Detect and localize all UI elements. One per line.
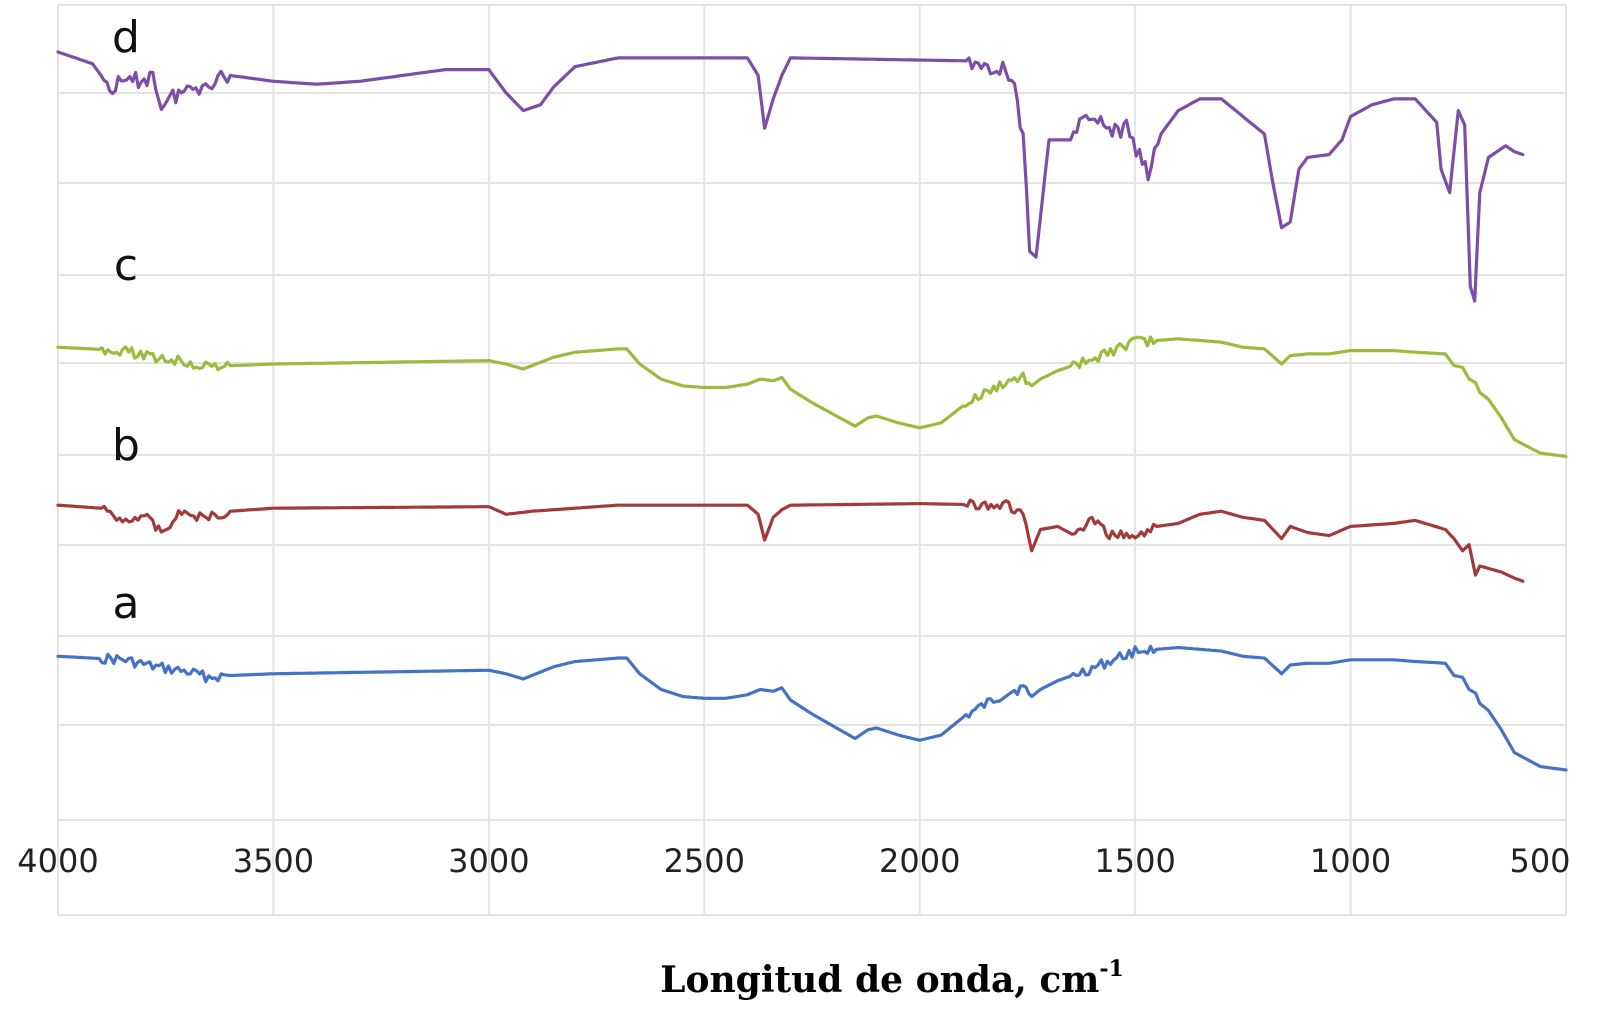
series-labels: a b c d <box>112 12 140 629</box>
x-tick-label: 4000 <box>17 842 98 880</box>
x-tick-label: 2000 <box>879 842 960 880</box>
x-tick-label: 3500 <box>233 842 314 880</box>
x-axis-label: Longitud de onda, cm-1 <box>660 956 1124 1001</box>
x-tick-labels: 4000 3500 3000 2500 2000 1500 1000 500 <box>17 842 1570 880</box>
x-tick-label: 1000 <box>1310 842 1391 880</box>
series-label-b: b <box>112 420 140 471</box>
x-tick-label: 1500 <box>1094 842 1175 880</box>
series-line-d <box>56 50 1525 303</box>
series-line-c <box>56 335 1568 458</box>
series-line-a <box>56 644 1568 772</box>
x-tick-label: 3000 <box>448 842 529 880</box>
series-label-a: a <box>113 578 140 629</box>
x-tick-label: 2500 <box>664 842 745 880</box>
series-label-d: d <box>112 12 140 63</box>
series-label-c: c <box>114 240 138 291</box>
spectra-series <box>56 50 1568 772</box>
x-tick-label: 500 <box>1509 842 1570 880</box>
series-line-b <box>56 498 1525 583</box>
